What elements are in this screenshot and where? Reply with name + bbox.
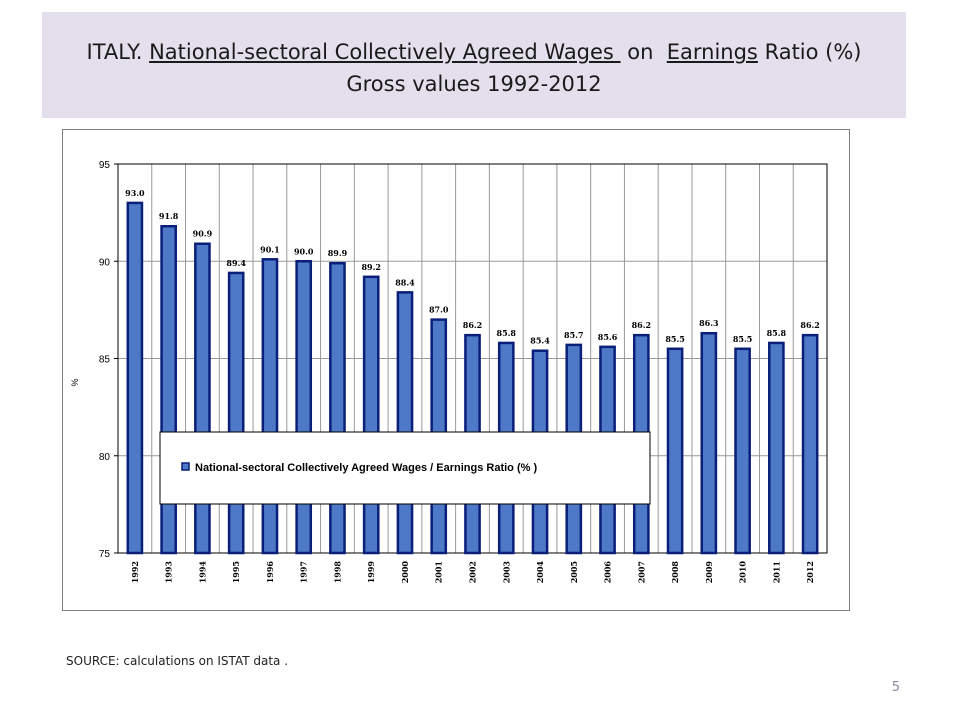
- title-underlined-wages: National-sectoral Collectively Agreed Wa…: [149, 40, 621, 64]
- data-label: 90.0: [294, 246, 314, 256]
- legend-box: [159, 431, 651, 505]
- data-label: 85.8: [767, 328, 787, 338]
- legend-swatch: [181, 462, 190, 471]
- bar-chart: 75 80 85 90 95% 93.0 1992 91.8 1993 90.9 1994 89.4 1…: [70, 160, 828, 584]
- bar: [700, 331, 718, 555]
- bar: [295, 260, 313, 555]
- bar: [329, 261, 346, 555]
- data-label: 85.8: [497, 328, 517, 338]
- data-label: 89.4: [226, 258, 246, 268]
- x-tick-label: 2006: [603, 561, 613, 584]
- x-tick-label: 2000: [400, 561, 410, 584]
- bar: [261, 258, 279, 555]
- data-label: 88.4: [395, 277, 415, 287]
- x-tick-label: 2005: [569, 561, 579, 583]
- y-tick-label: 80: [99, 452, 111, 463]
- x-tick-label: 1996: [265, 561, 275, 584]
- bar: [396, 291, 414, 555]
- y-tick-label: 90: [99, 257, 111, 268]
- data-label: 85.5: [665, 334, 684, 344]
- x-tick-label: 2008: [670, 561, 680, 584]
- x-tick-label: 2002: [468, 561, 478, 583]
- title-box: ITALY. National-sectoral Collectively Ag…: [42, 12, 906, 118]
- x-tick-label: 1993: [164, 561, 174, 584]
- title-on: on: [620, 40, 667, 64]
- x-tick-label: 2011: [771, 561, 781, 583]
- x-tick-label: 1995: [231, 561, 241, 583]
- bar: [227, 271, 245, 555]
- x-tick-label: 1997: [299, 561, 309, 583]
- y-axis-label: %: [70, 378, 80, 386]
- bar: [768, 341, 785, 555]
- data-label: 85.6: [598, 332, 618, 342]
- data-label: 87.0: [429, 305, 449, 315]
- data-label: 86.2: [632, 320, 651, 330]
- slide-title-line2: Gross values 1992-2012: [346, 72, 602, 96]
- bar: [666, 347, 684, 555]
- x-tick-label: 2009: [704, 561, 714, 584]
- data-label: 93.0: [125, 188, 145, 198]
- data-label: 89.9: [328, 248, 348, 258]
- bar: [126, 201, 144, 555]
- data-label: 86.2: [800, 320, 819, 330]
- y-tick-label: 75: [99, 549, 111, 560]
- legend-label: National-sectoral Collectively Agreed Wa…: [195, 462, 537, 474]
- data-label: 85.5: [733, 334, 752, 344]
- x-tick-label: 2004: [535, 561, 545, 584]
- data-label: 91.8: [159, 211, 179, 221]
- data-label: 85.4: [530, 336, 550, 346]
- bar: [801, 333, 819, 555]
- bar: [362, 275, 380, 555]
- chart-frame: 75 80 85 90 95% 93.0 1992 91.8 1993 90.9 1994 89.4 1…: [62, 129, 850, 611]
- data-label: 86.2: [463, 320, 482, 330]
- x-tick-label: 2001: [434, 561, 444, 583]
- x-tick-label: 2012: [805, 561, 815, 583]
- title-underlined-earnings: Earnings: [666, 40, 758, 64]
- x-tick-label: 1999: [366, 561, 376, 584]
- x-tick-label: 2003: [501, 561, 511, 584]
- bar: [734, 347, 751, 555]
- y-tick-label: 95: [99, 160, 111, 171]
- slide-title-line1: ITALY. National-sectoral Collectively Ag…: [42, 40, 906, 64]
- title-prefix: ITALY.: [86, 40, 150, 64]
- data-label: 85.7: [564, 330, 583, 340]
- title-suffix: Ratio (%): [757, 40, 862, 64]
- page-number: 5: [891, 680, 900, 695]
- x-tick-label: 1992: [130, 561, 140, 583]
- x-tick-label: 1994: [197, 561, 207, 584]
- data-label: 90.9: [193, 229, 213, 239]
- data-label: 90.1: [260, 244, 279, 254]
- data-label: 86.3: [699, 318, 719, 328]
- source-note: SOURCE: calculations on ISTAT data .: [66, 654, 289, 668]
- bar: [194, 242, 211, 555]
- y-tick-label: 85: [99, 355, 111, 366]
- x-tick-label: 1998: [332, 561, 342, 584]
- x-tick-label: 2007: [636, 561, 646, 583]
- data-label: 89.2: [361, 262, 380, 272]
- x-tick-label: 2010: [738, 561, 748, 584]
